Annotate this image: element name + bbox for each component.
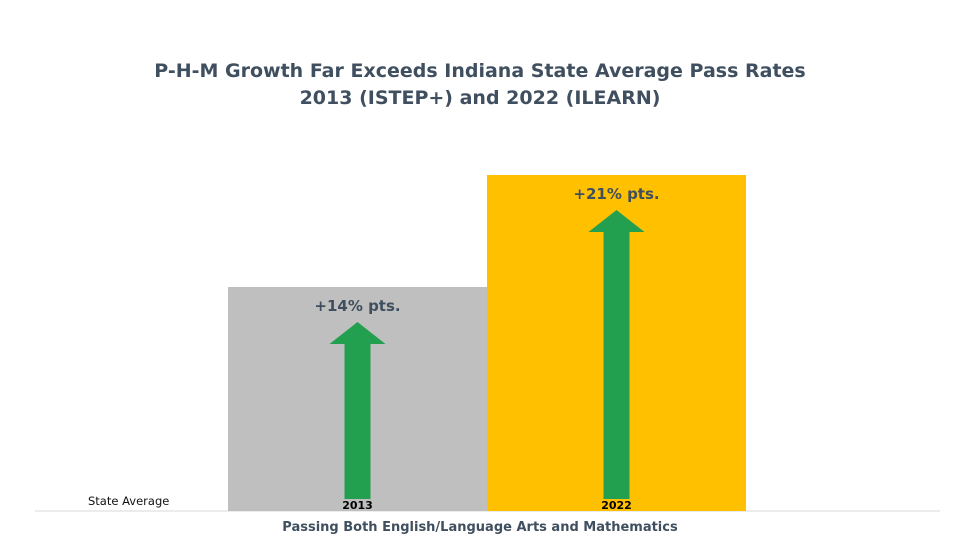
data-label-2022: +21% pts. xyxy=(573,185,659,203)
chart-title: P-H-M Growth Far Exceeds Indiana State A… xyxy=(0,58,960,112)
data-label-2013: +14% pts. xyxy=(314,297,400,315)
reference-label: State Average xyxy=(88,494,170,508)
growth-arrow-2022 xyxy=(588,210,645,499)
chart-title-line-1: P-H-M Growth Far Exceeds Indiana State A… xyxy=(154,60,806,82)
growth-arrow-2013 xyxy=(329,322,386,499)
category-label-2022: 2022 xyxy=(601,499,632,512)
x-axis-label: Passing Both English/Language Arts and M… xyxy=(282,520,678,535)
category-label-2013: 2013 xyxy=(342,499,373,512)
chart-title-line-2: 2013 (ISTEP+) and 2022 (ILEARN) xyxy=(299,87,661,109)
